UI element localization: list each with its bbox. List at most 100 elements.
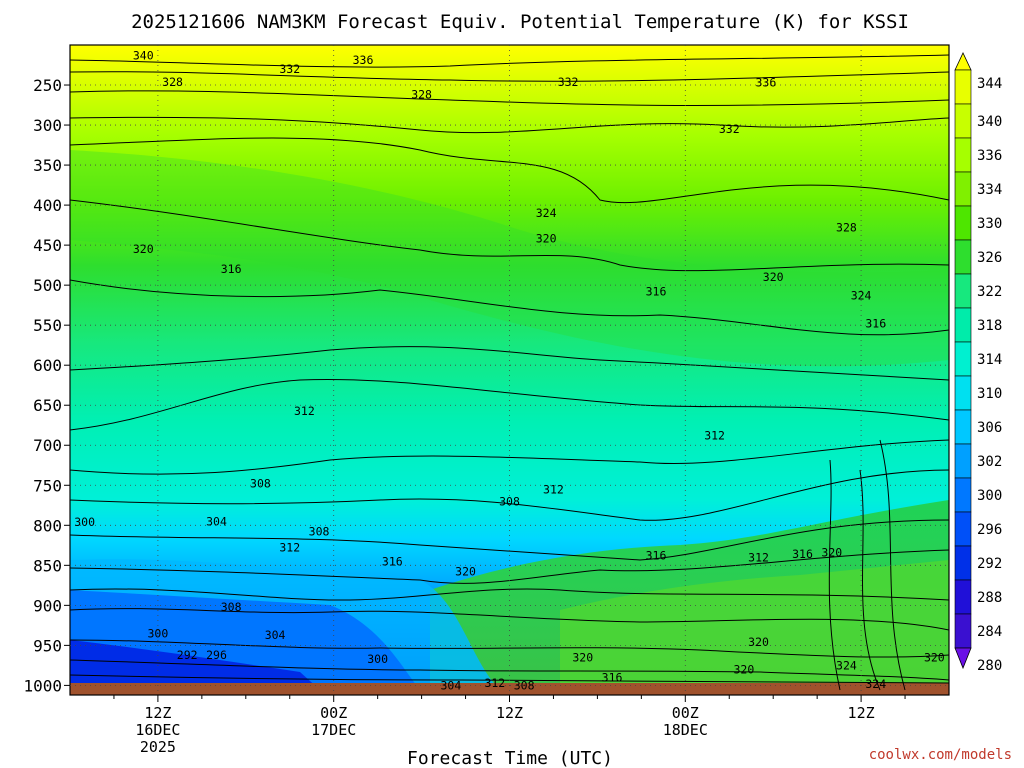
contour-label-text: 300 [148,626,169,640]
colorbar-swatch [954,443,972,479]
y-tick-label: 700 [33,436,62,455]
colorbar-swatch [954,239,972,275]
colorbar-label: 344 [977,76,1002,92]
colorbar: 344 340 336 334 330 326 322 318 314 310 306 302 300 2… [954,52,1002,674]
colorbar-swatch [954,545,972,581]
contour-label-text: 312 [484,676,505,690]
colorbar-label: 302 [977,454,1002,470]
x-tick-label-top: 00Z [672,704,699,722]
contour-label: 320 [133,242,154,256]
contour-label-text: 308 [514,678,535,692]
contour-label: 316 [865,317,886,331]
contour-label: 320 [748,635,769,649]
contour-label-text: 304 [441,678,462,692]
contour-label: 316 [646,285,667,299]
contour-label-text: 320 [748,635,769,649]
y-tick-label: 650 [33,396,62,415]
contour-label-text: 316 [602,670,623,684]
colorbar-label: 300 [977,488,1002,504]
contour-label-text: 304 [206,514,227,528]
y-tick-label: 600 [33,356,62,375]
y-tick-label: 900 [33,596,62,615]
colorbar-label: 336 [977,148,1002,164]
contour-label-text: 328 [162,75,183,89]
contour-label: 320 [821,546,842,560]
contour-label: 308 [309,525,330,539]
colorbar-label: 284 [977,624,1002,640]
contour-label-text: 316 [221,262,242,276]
contour-label: 332 [279,62,300,76]
x-tick-label-top: 00Z [320,704,347,722]
contour-label-text: 324 [536,206,557,220]
contour-label: 312 [279,541,300,555]
colorbar-swatch [954,273,972,309]
contour-label: 316 [221,262,242,276]
contour-label-text: 336 [353,53,374,67]
contour-label: 324 [536,206,557,220]
contour-label-text: 328 [836,221,857,235]
contour-label: 300 [367,652,388,666]
y-tick-label: 750 [33,476,62,495]
contour-label: 328 [162,75,183,89]
contour-label-text: 300 [367,652,388,666]
colorbar-top-arrow [954,52,972,71]
contour-label: 296 [206,648,227,662]
colorbar-label: 322 [977,284,1002,300]
y-tick-label: 550 [33,316,62,335]
contour-label-text: 308 [499,494,520,508]
colorbar-swatch [954,171,972,207]
colorbar-swatch [954,69,972,105]
colorbar-swatch [954,409,972,445]
contour-label-text: 308 [309,525,330,539]
y-tick-label: 1000 [23,676,62,695]
y-tick-label: 950 [33,636,62,655]
contour-label: 316 [646,549,667,563]
contour-label: 300 [148,626,169,640]
contour-label: 292 [177,648,198,662]
colorbar-label: 292 [977,556,1002,572]
colorbar-swatch [954,137,972,173]
x-tick-label-mid: 18DEC [663,721,708,739]
contour-label-text: 316 [865,317,886,331]
contour-label-text: 312 [294,404,315,418]
y-tick-label: 400 [33,196,62,215]
contour-label-text: 320 [924,650,945,664]
credit-text: coolwx.com/models [869,747,1012,763]
contour-label-text: 308 [250,477,271,491]
contour-label-text: 328 [411,88,432,102]
contour-label: 308 [514,678,535,692]
contour-label-text: 312 [543,482,564,496]
colorbar-label: 340 [977,114,1002,130]
theta-e-field [70,45,949,695]
contour-label-text: 300 [74,515,95,529]
contour-label-text: 312 [748,550,769,564]
y-axis: 250 300 350 400 450 500 550 600 650 700 750 800 850 9… [23,76,70,695]
colorbar-swatch [954,341,972,377]
contour-label: 320 [455,565,476,579]
contour-label: 324 [836,658,857,672]
contour-label-text: 296 [206,648,227,662]
contour-label-text: 324 [851,289,872,303]
colorbar-swatch [954,307,972,343]
contour-label: 312 [748,550,769,564]
contour-label: 316 [602,670,623,684]
contour-label: 308 [250,477,271,491]
contour-label-text: 320 [821,546,842,560]
colorbar-label: 296 [977,522,1002,538]
colorbar-label: 330 [977,216,1002,232]
contour-label-text: 332 [719,122,740,136]
contour-label: 316 [382,554,403,568]
contour-label: 304 [265,628,286,642]
colorbar-label: 318 [977,318,1002,334]
colorbar-bottom-arrow [954,647,972,670]
contour-label-text: 316 [382,554,403,568]
colorbar-label: 310 [977,386,1002,402]
contour-label: 336 [755,76,776,90]
contour-label-text: 324 [836,658,857,672]
contour-label-text: 340 [133,48,154,62]
contour-label: 336 [353,53,374,67]
y-tick-label: 350 [33,156,62,175]
x-tick-label-top: 12Z [144,704,171,722]
contour-label-text: 312 [704,429,725,443]
